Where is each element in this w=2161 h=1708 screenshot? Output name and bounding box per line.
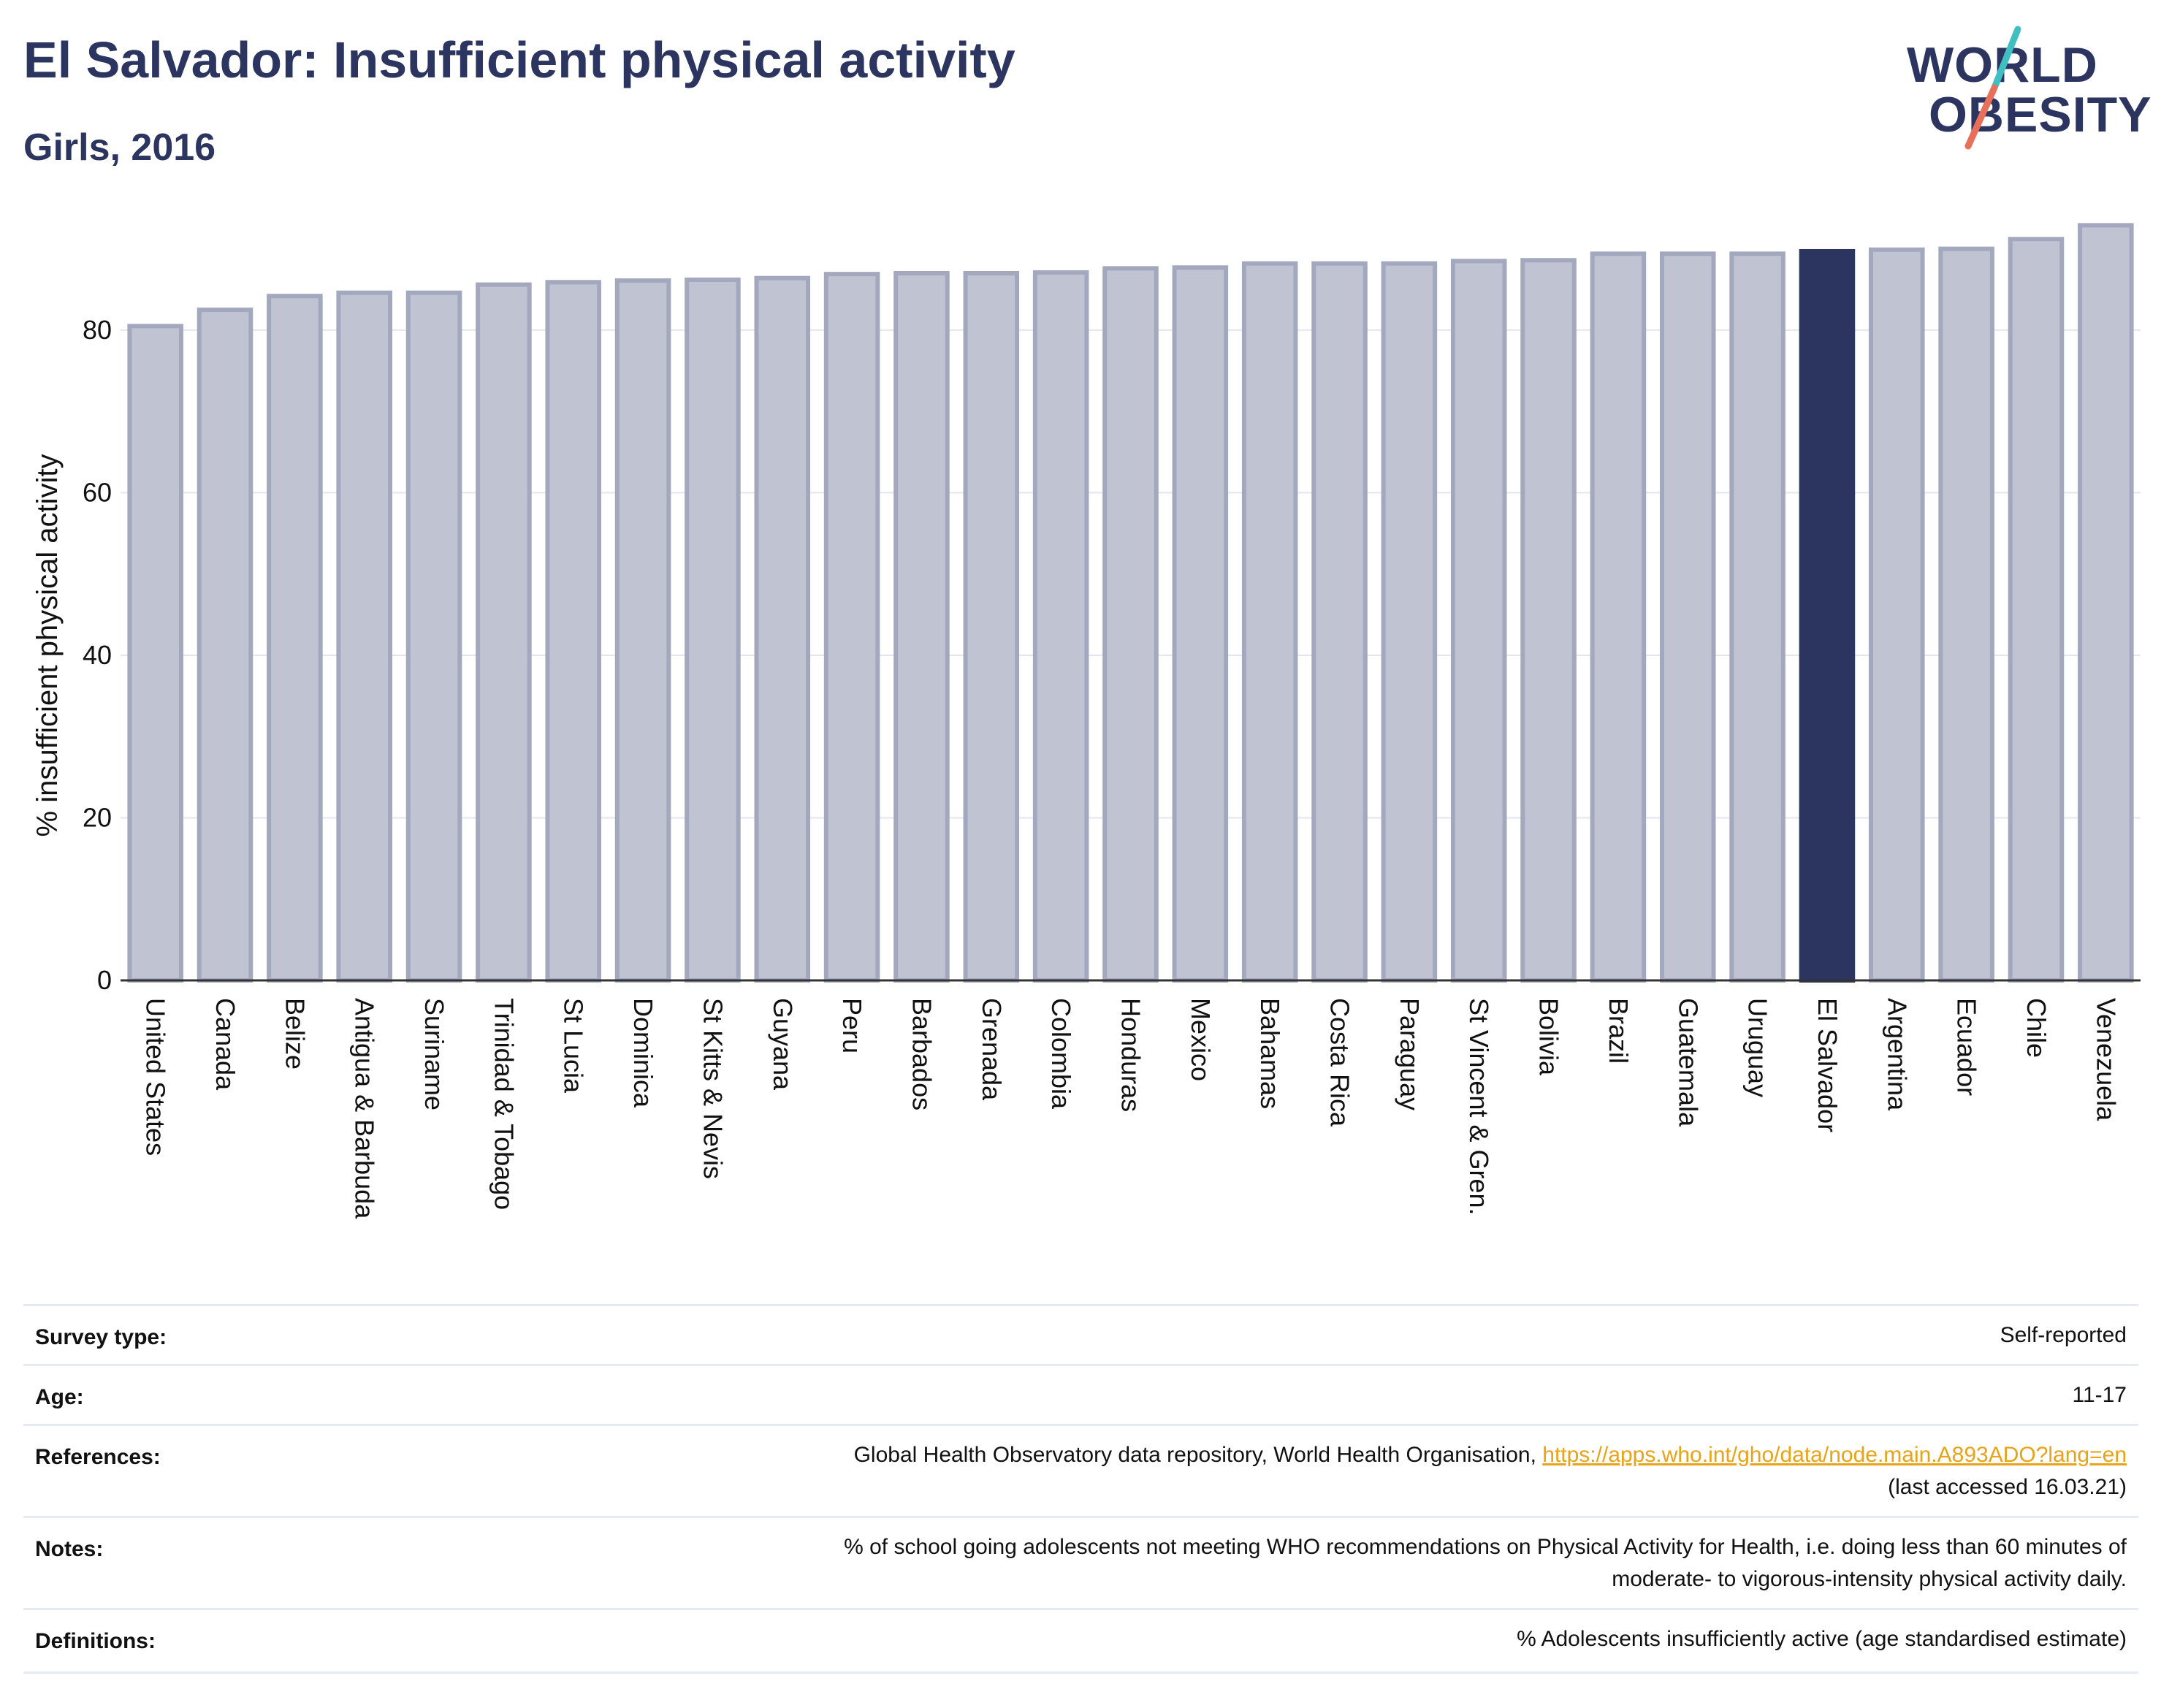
x-tick-label: Mexico: [1186, 998, 1216, 1081]
logo-slash-icon: [1964, 26, 2021, 150]
x-tick-label: St Lucia: [559, 998, 589, 1094]
meta-row-definitions: Definitions: % Adolescents insufficientl…: [23, 1608, 2138, 1674]
bar: [405, 290, 462, 983]
x-tick-label: Argentina: [1882, 998, 1912, 1111]
definitions-value: % Adolescents insufficiently active (age…: [1517, 1627, 2127, 1651]
bar: [127, 324, 183, 983]
bar: [1241, 261, 1298, 983]
age-label: Age:: [35, 1385, 84, 1409]
meta-row-notes: Notes: % of school going adolescents not…: [23, 1516, 2138, 1609]
meta-row-survey-type: Survey type: Self-reported: [23, 1304, 2138, 1365]
bar: [2008, 237, 2065, 983]
x-tick-label: Antigua & Barbuda: [350, 998, 380, 1219]
bar: [963, 271, 1020, 983]
y-axis-label: % insufficient physical activity: [31, 454, 64, 837]
x-tick-label: Guatemala: [1673, 998, 1703, 1127]
bar: [1381, 261, 1438, 983]
x-tick-label: Paraguay: [1395, 998, 1425, 1110]
bar: [1450, 259, 1507, 983]
bar: [1102, 266, 1159, 983]
notes-line-1: % of school going adolescents not meetin…: [844, 1535, 2127, 1559]
bar: [685, 277, 741, 983]
references-label: References:: [35, 1445, 161, 1469]
y-tick-label: 20: [83, 802, 112, 832]
x-tick-label: Honduras: [1116, 998, 1146, 1112]
bar: [336, 290, 392, 983]
bar-highlight: [1799, 248, 1856, 983]
bar: [1869, 247, 1925, 983]
x-tick-label: Costa Rica: [1325, 998, 1355, 1127]
bar: [614, 278, 671, 983]
x-tick-label: United States: [141, 998, 171, 1156]
chart-subtitle: Girls, 2016: [23, 126, 216, 169]
y-tick-label: 60: [83, 477, 112, 507]
bar: [1311, 261, 1368, 983]
bar: [1590, 251, 1647, 983]
bar: [1032, 270, 1089, 983]
x-tick-label: Barbados: [907, 998, 937, 1110]
x-tick-label: Venezuela: [2091, 998, 2121, 1121]
age-value: 11-17: [2072, 1383, 2127, 1407]
x-tick-label: Colombia: [1046, 998, 1076, 1110]
x-tick-label: Guyana: [768, 998, 798, 1091]
x-tick-label: Canada: [210, 998, 240, 1091]
bar: [1729, 251, 1785, 983]
bar: [1938, 246, 1994, 983]
y-tick-label: 0: [97, 965, 112, 995]
bar: [754, 275, 811, 983]
x-tick-label: St Kitts & Nevis: [698, 998, 728, 1179]
bar: [823, 272, 880, 983]
survey-type-label: Survey type:: [35, 1325, 167, 1349]
meta-row-references: References: Global Health Observatory da…: [23, 1424, 2138, 1517]
x-tick-label: Peru: [837, 998, 867, 1053]
references-text: Global Health Observatory data repositor…: [853, 1443, 1543, 1467]
x-tick-label: Chile: [2021, 998, 2051, 1058]
bar-chart: 0 20 40 60 80 United States Canada Belize Antigu…: [31, 223, 2141, 1219]
bar: [1172, 265, 1229, 983]
x-tick-label: Brazil: [1604, 998, 1634, 1064]
bar: [197, 308, 254, 983]
bar: [1520, 258, 1577, 983]
x-tick-label: Ecuador: [1952, 998, 1982, 1096]
bar: [893, 271, 950, 983]
x-tick-label: Dominica: [628, 998, 658, 1108]
x-tick-label: Uruguay: [1743, 998, 1773, 1097]
definitions-label: Definitions:: [35, 1629, 156, 1653]
survey-type-value: Self-reported: [2000, 1323, 2127, 1347]
x-tick-label: Bahamas: [1255, 998, 1285, 1109]
world-obesity-logo: WORLD OBESITY: [1907, 22, 2152, 153]
references-value: Global Health Observatory data repositor…: [854, 1439, 2127, 1503]
notes-value: % of school going adolescents not meetin…: [844, 1531, 2127, 1595]
bar: [545, 280, 602, 983]
bar: [2078, 223, 2134, 983]
meta-row-age: Age: 11-17: [23, 1364, 2138, 1425]
x-tick-label: Bolivia: [1534, 998, 1564, 1076]
references-link[interactable]: https://apps.who.int/gho/data/node.main.…: [1542, 1443, 2127, 1467]
bar: [267, 294, 323, 983]
bar: [476, 282, 532, 983]
x-tick-label: El Salvador: [1813, 998, 1842, 1132]
x-tick-label: Belize: [280, 998, 310, 1070]
references-suffix: (last accessed 16.03.21): [1888, 1475, 2127, 1499]
x-tick-label: Grenada: [977, 998, 1007, 1101]
bar: [1659, 251, 1716, 983]
x-tick-label: Trinidad & Tobago: [489, 998, 519, 1210]
logo-line-2: OBESITY: [1929, 87, 2152, 142]
notes-label: Notes:: [35, 1537, 104, 1561]
x-tick-label: St Vincent & Gren.: [1464, 998, 1494, 1216]
x-tick-label: Suriname: [419, 998, 449, 1110]
notes-line-2: moderate- to vigorous-intensity physical…: [1612, 1567, 2127, 1591]
y-tick-label: 40: [83, 640, 112, 670]
chart-title: El Salvador: Insufficient physical activ…: [23, 31, 1015, 88]
y-tick-label: 80: [83, 315, 112, 345]
